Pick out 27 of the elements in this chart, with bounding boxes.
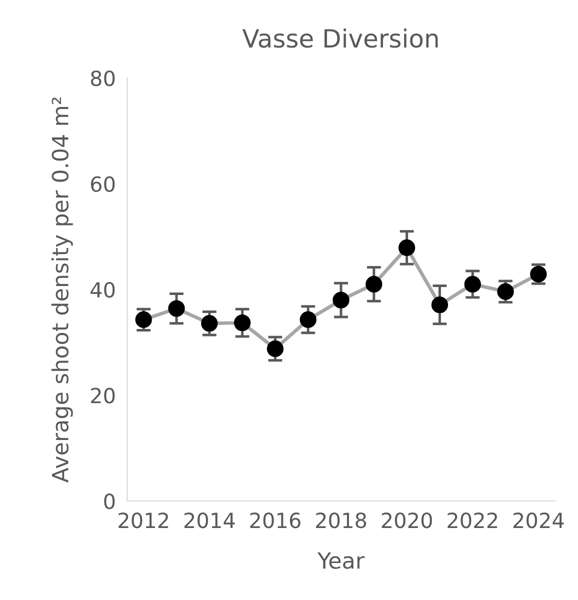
- point: [300, 311, 316, 328]
- y-tick-label: 0: [104, 493, 115, 510]
- point: [332, 292, 350, 308]
- y-tick-label: 80: [90, 70, 115, 86]
- x-tick-label: 2018: [316, 512, 366, 528]
- x-axis-title: Year: [317, 552, 365, 569]
- point: [398, 239, 416, 256]
- point: [234, 314, 251, 332]
- point: [135, 311, 152, 328]
- x-tick-label: 2022: [448, 512, 498, 528]
- y-axis-title: Average shoot density per 0.04 m²: [51, 98, 73, 483]
- point: [366, 276, 382, 293]
- y-tick-label: 60: [90, 176, 115, 192]
- x-tick-label: 2012: [118, 512, 168, 528]
- point: [168, 300, 185, 317]
- y-tick-label: 20: [91, 388, 115, 404]
- point: [266, 340, 284, 358]
- point: [431, 296, 448, 314]
- point: [497, 283, 514, 300]
- point: [464, 276, 481, 293]
- x-tick-label: 2024: [513, 512, 564, 528]
- chart-title: Vasse Diversion: [242, 28, 438, 48]
- y-tick-label: 40: [90, 282, 115, 298]
- x-tick-label: 2014: [184, 512, 235, 528]
- x-tick-label: 2016: [250, 512, 300, 528]
- point: [201, 315, 218, 332]
- x-tick-label: 2020: [382, 512, 432, 528]
